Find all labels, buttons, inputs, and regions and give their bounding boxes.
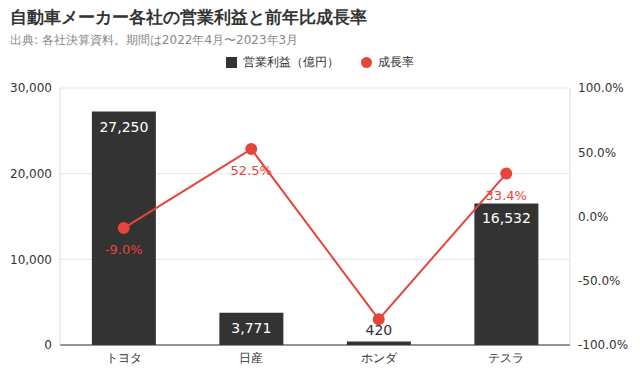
svg-text:ホンダ: ホンダ bbox=[361, 351, 398, 365]
svg-text:トヨタ: トヨタ bbox=[106, 351, 142, 365]
svg-text:日産: 日産 bbox=[239, 351, 263, 365]
svg-text:0.0%: 0.0% bbox=[578, 210, 609, 224]
svg-text:-50.0%: -50.0% bbox=[578, 274, 620, 288]
svg-text:420: 420 bbox=[366, 322, 393, 338]
svg-text:52.5%: 52.5% bbox=[231, 163, 272, 178]
svg-text:10,000: 10,000 bbox=[10, 253, 52, 267]
svg-text:20,000: 20,000 bbox=[10, 167, 52, 181]
html-text:自動車メーカー各社の営業利益と前年比成長率: 自動車メーカー各社の営業利益と前年比成長率 bbox=[10, 7, 367, 27]
svg-text:50.0%: 50.0% bbox=[578, 146, 616, 160]
svg-text:0: 0 bbox=[44, 338, 52, 352]
svg-text:3,771: 3,771 bbox=[231, 320, 271, 336]
svg-text:-100.0%: -100.0% bbox=[578, 338, 628, 352]
svg-text:30,000: 30,000 bbox=[10, 81, 52, 95]
html-text:出典: 各社決算資料。期間は2022年4月〜2023年3月: 出典: 各社決算資料。期間は2022年4月〜2023年3月 bbox=[10, 33, 299, 47]
svg-text:27,250: 27,250 bbox=[99, 119, 148, 135]
svg-text:33.4%: 33.4% bbox=[486, 188, 527, 203]
svg-text:16,532: 16,532 bbox=[482, 210, 531, 226]
svg-text:-9.0%: -9.0% bbox=[105, 242, 143, 257]
svg-text:テスラ: テスラ bbox=[488, 351, 524, 365]
svg-text:100.0%: 100.0% bbox=[578, 81, 624, 95]
html-text:営業利益（億円）: 営業利益（億円） bbox=[243, 55, 339, 69]
html-text:成長率: 成長率 bbox=[378, 55, 414, 69]
